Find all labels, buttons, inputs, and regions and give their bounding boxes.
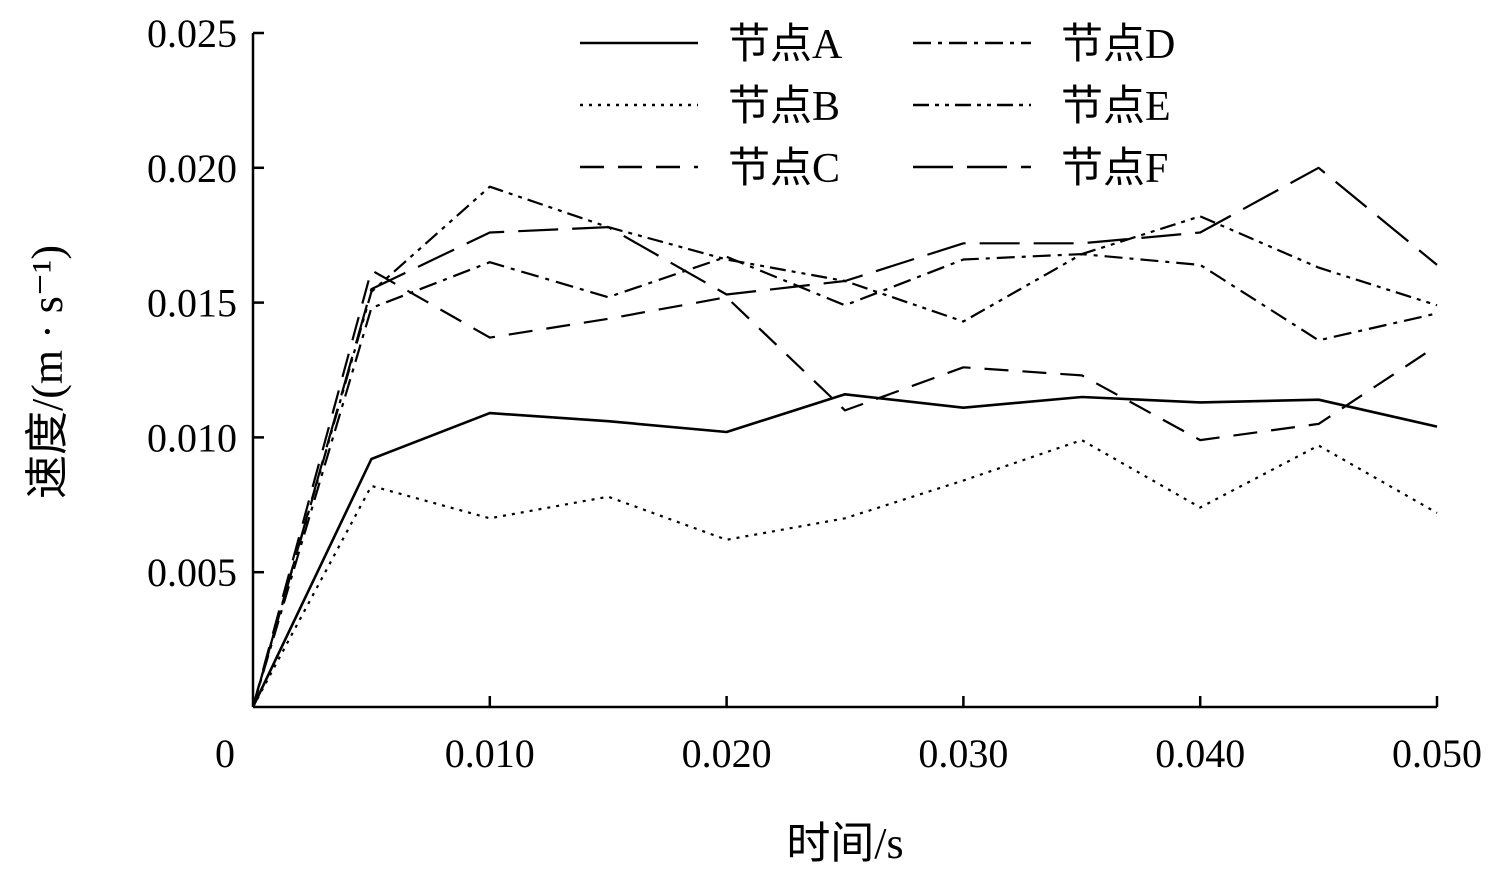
legend-label-2: 节点B <box>728 84 840 130</box>
axes: 0 0.010 0.020 0.030 0.040 0.050 0.005 0.010 0.01… <box>147 11 1482 776</box>
series-line-1 <box>251 392 1438 708</box>
x-tick-label: 0.040 <box>1155 731 1245 776</box>
x-tick-label: 0 <box>215 731 235 776</box>
x-tick-label: 0.050 <box>1392 731 1482 776</box>
legend: 节点A 节点B 节点C 节点D 节点E 节点F <box>580 22 1175 192</box>
series-layer <box>251 166 1438 708</box>
series-line-5 <box>251 185 1438 708</box>
legend-label-3: 节点C <box>728 146 840 192</box>
y-tick-label: 0.025 <box>147 11 237 56</box>
x-tick-label: 0.020 <box>682 731 772 776</box>
legend-label-4: 节点D <box>1061 22 1175 68</box>
legend-label-1: 节点A <box>728 22 843 68</box>
x-axis-label: 时间/s <box>786 819 903 868</box>
y-axis-label: 速度/(m · s⁻¹) <box>23 245 72 499</box>
y-tick-label: 0.020 <box>147 146 237 191</box>
legend-label-5: 节点E <box>1061 84 1171 130</box>
series-line-2 <box>252 439 1438 708</box>
series-line-3 <box>251 269 1438 708</box>
series-line-4 <box>251 253 1438 708</box>
x-tick-label: 0.030 <box>918 731 1008 776</box>
legend-label-6: 节点F <box>1061 146 1168 192</box>
x-tick-label: 0.010 <box>445 731 535 776</box>
y-tick-label: 0.005 <box>147 550 237 595</box>
series-line-6 <box>251 166 1438 708</box>
y-tick-label: 0.015 <box>147 281 237 326</box>
y-tick-label: 0.010 <box>147 415 237 460</box>
